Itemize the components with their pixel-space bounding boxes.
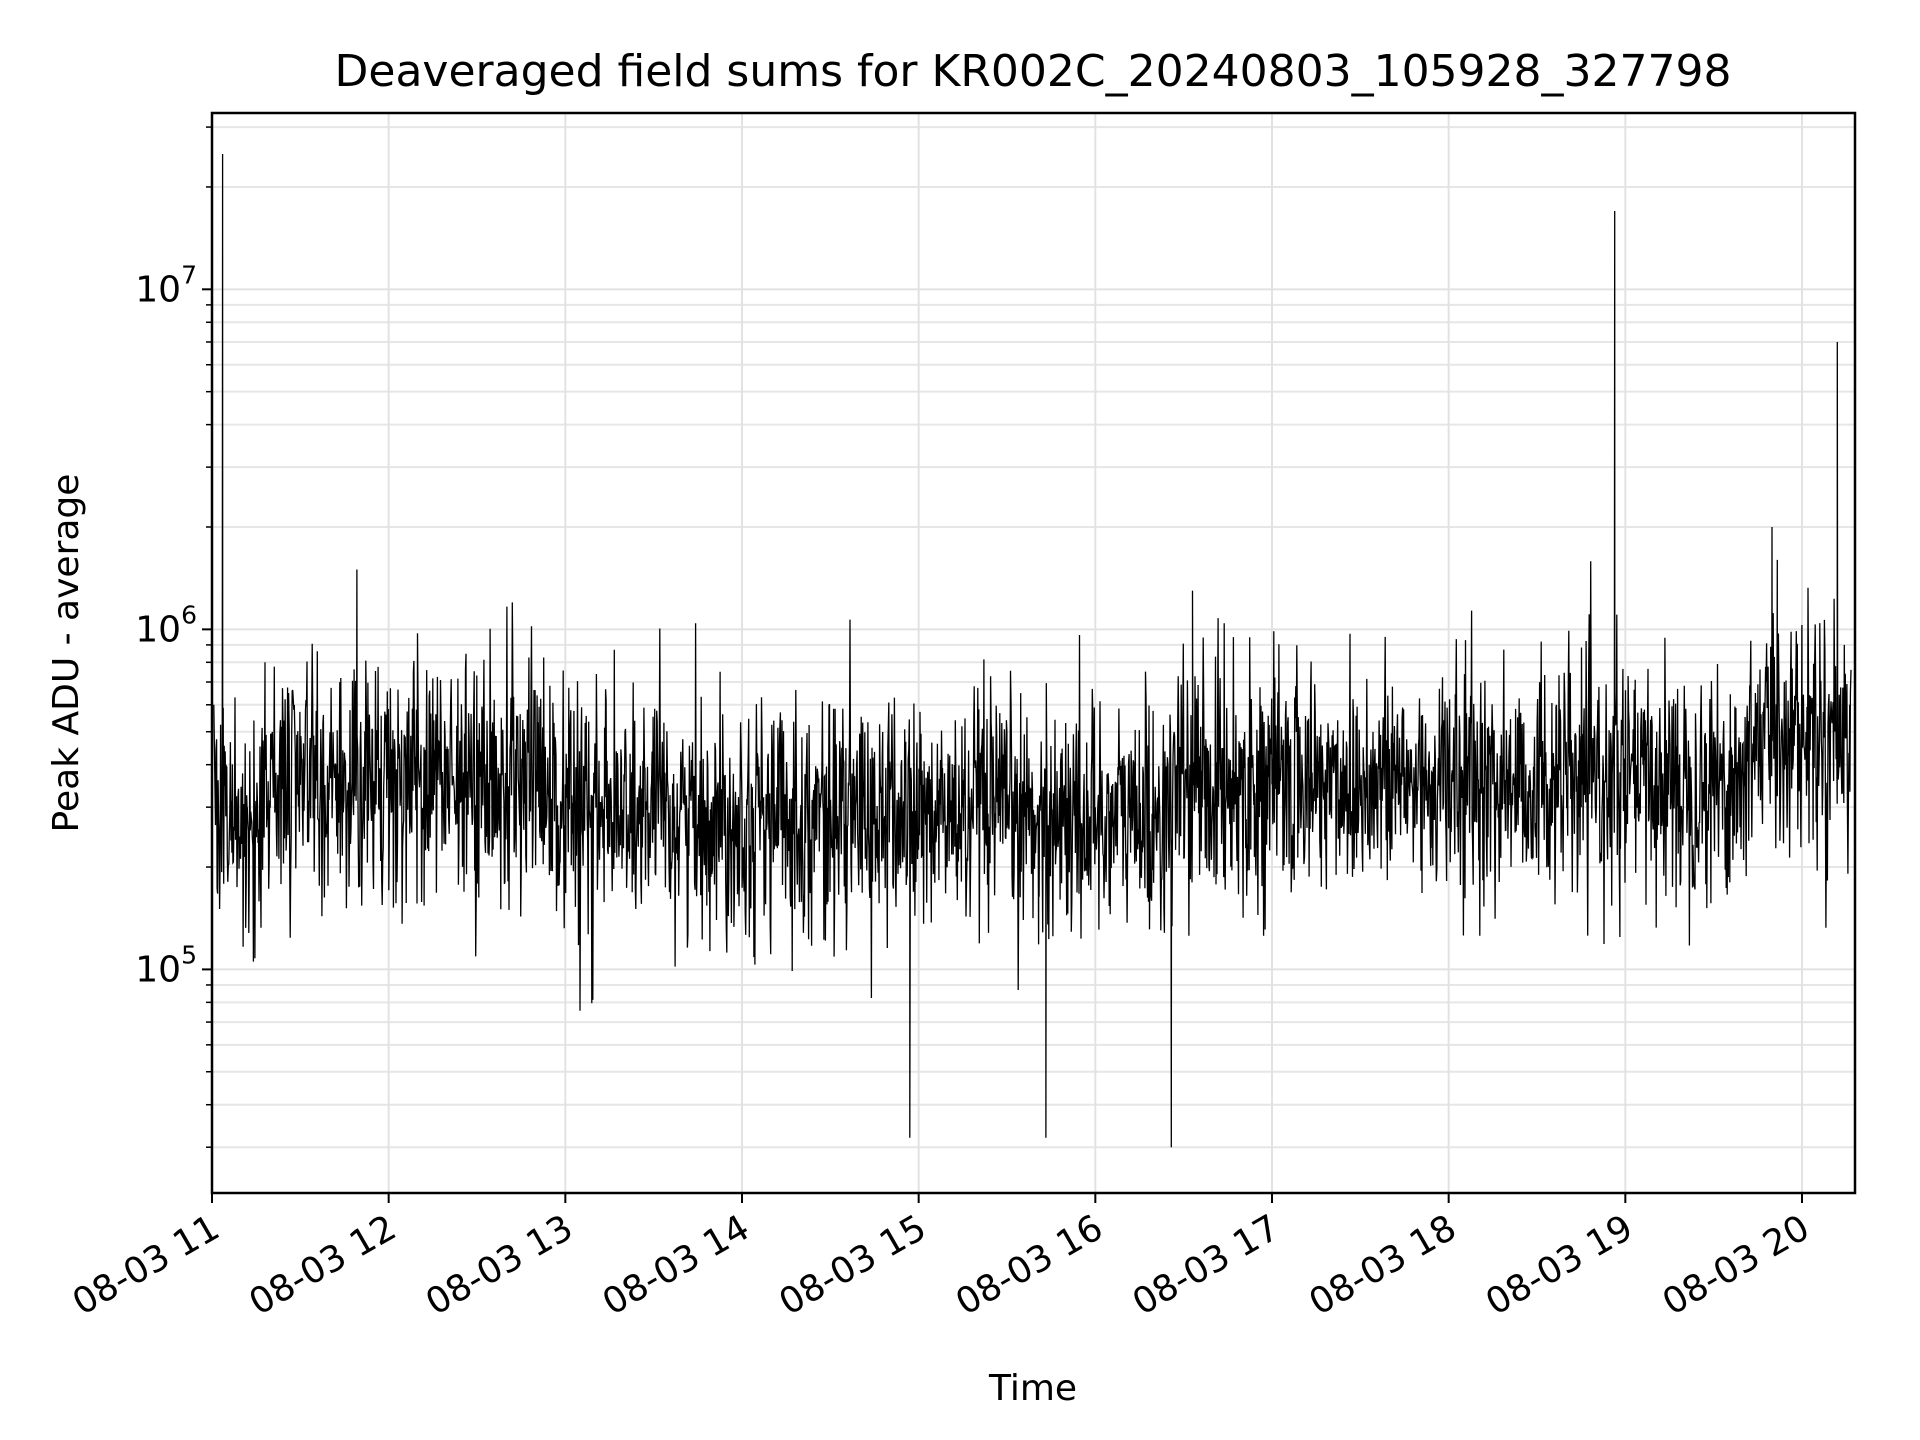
series-line: [213, 153, 1852, 1148]
y-tick-label: 106: [135, 600, 197, 650]
y-axis: 105 106 107: [135, 126, 212, 1148]
y-tick-label: 105: [135, 940, 197, 990]
y-axis-label: Peak ADU - average: [46, 474, 87, 833]
x-axis-label: Time: [988, 1368, 1077, 1409]
plot-frame: [210, 111, 1857, 1195]
chart-title: Deaveraged field sums for KR002C_2024080…: [335, 46, 1732, 97]
y-tick-label: 107: [135, 260, 197, 310]
